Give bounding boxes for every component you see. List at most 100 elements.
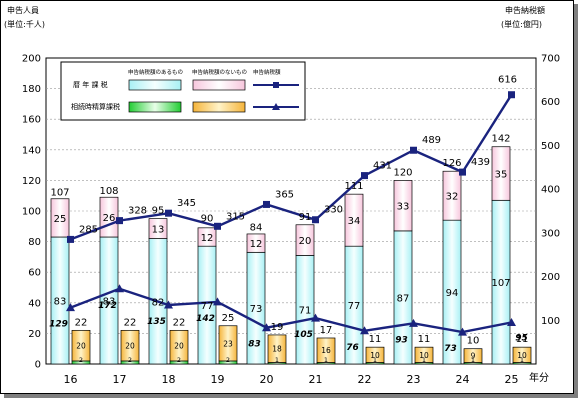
label-settlement-total: 11 [516, 334, 529, 345]
label-calendar-total: 90 [201, 213, 214, 224]
x-axis: 16 17 18 19 20 21 22 23 24 25 [64, 373, 519, 386]
label-calendar-tax-amount: 489 [422, 135, 441, 146]
label-calendar-total: 107 [50, 187, 69, 198]
left-tick-label: 100 [22, 207, 41, 218]
right-tick-label: 100 [541, 316, 560, 327]
label-calendar-tax-amount: 616 [498, 75, 517, 86]
label-settlement-without-tax: 10 [370, 351, 380, 360]
legend: 申告納税額のあるもの 申告納税額のないもの 申告納税額 暦 年 課 税 相続時精… [60, 61, 306, 121]
label-settlement-with-tax: 1 [471, 356, 475, 364]
label-settlement-with-tax: 2 [79, 356, 83, 364]
label-calendar-with-tax: 83 [54, 297, 67, 308]
label-calendar-with-tax: 71 [299, 306, 312, 317]
bar-calendar-without-tax [148, 218, 168, 239]
right-tick-label: 200 [541, 272, 560, 283]
label-settlement-without-tax: 18 [272, 345, 282, 354]
left-axis-unit: (単位:千人) [4, 19, 45, 29]
label-settlement-with-tax: 2 [177, 356, 181, 364]
point-calendar-tax-amount [116, 217, 123, 225]
bar-calendar-without-tax [393, 180, 413, 232]
label-calendar-without-tax: 12 [250, 239, 263, 250]
legend-col2: 申告納税額のないもの [192, 68, 247, 76]
bar-calendar-without-tax [442, 170, 462, 221]
right-tick-label: 400 [541, 185, 560, 196]
label-settlement-total: 22 [173, 317, 186, 328]
point-calendar-tax-amount [165, 209, 172, 217]
label-settlement-total: 11 [369, 334, 382, 345]
label-settlement-tax-amount: 95 [515, 333, 528, 343]
legend-swatch-calendar-with [128, 79, 182, 91]
bar-settlement-without-tax [463, 348, 483, 363]
point-settlement-tax-amount [458, 327, 467, 336]
legend-marker-settlement [272, 103, 280, 110]
label-calendar-with-tax: 83 [103, 297, 116, 308]
label-settlement-with-tax: 1 [324, 356, 328, 364]
label-settlement-without-tax: 9 [471, 352, 476, 361]
bar-settlement-without-tax [365, 346, 385, 363]
legend-swatch-settlement-with [128, 101, 182, 113]
legend-swatch-calendar-without [192, 79, 246, 91]
label-calendar-total: 91 [299, 212, 312, 223]
label-calendar-total: 108 [99, 186, 118, 197]
line-settlement-tax-amount [70, 287, 512, 334]
label-settlement-total: 11 [418, 334, 431, 345]
label-settlement-with-tax: 2 [128, 356, 132, 364]
right-tick-label: 300 [541, 228, 560, 239]
label-calendar-without-tax: 25 [54, 214, 67, 225]
label-calendar-tax-amount: 330 [324, 205, 343, 216]
label-settlement-tax-amount: 135 [147, 317, 166, 327]
legend-row2-label: 相続時精算課税 [71, 102, 120, 111]
label-calendar-total: 84 [250, 222, 263, 233]
label-calendar-with-tax: 107 [491, 278, 510, 289]
bar-calendar-without-tax [246, 233, 266, 253]
bar-calendar-without-tax [50, 198, 70, 238]
label-calendar-with-tax: 94 [446, 288, 459, 299]
label-calendar-without-tax: 32 [446, 192, 459, 203]
label-settlement-with-tax: 1 [275, 356, 279, 364]
legend-col3: 申告納税額 [253, 68, 281, 76]
right-axis: 100 200 300 400 500 600 700 [541, 54, 560, 327]
bar-calendar-without-tax [295, 224, 315, 256]
label-settlement-total: 22 [124, 317, 137, 328]
lines [66, 91, 516, 336]
x-tick-label: 25 [505, 373, 519, 386]
bar-settlement-without-tax [218, 325, 238, 362]
chart: 申告人員 (単位:千人) 申告納税額 (単位:億円) 0204060801001… [4, 5, 560, 386]
label-calendar-with-tax: 77 [348, 301, 361, 312]
label-calendar-without-tax: 26 [103, 213, 116, 224]
label-calendar-with-tax: 77 [201, 301, 214, 312]
label-settlement-tax-amount: 172 [98, 301, 117, 311]
right-tick-label: 700 [541, 54, 560, 65]
x-tick-label: 19 [211, 373, 225, 386]
left-axis-title: 申告人員 [7, 5, 39, 15]
legend-marker-calendar [273, 82, 279, 88]
bar-calendar-without-tax [197, 227, 217, 247]
label-settlement-tax-amount: 83 [248, 340, 261, 350]
bar-settlement-without-tax [71, 329, 91, 362]
label-settlement-total: 22 [75, 317, 88, 328]
label-calendar-without-tax: 13 [152, 225, 165, 236]
label-settlement-without-tax: 16 [321, 346, 331, 355]
label-calendar-tax-amount: 328 [128, 206, 147, 217]
point-calendar-tax-amount [361, 172, 368, 180]
label-settlement-tax-amount: 129 [49, 320, 68, 330]
point-settlement-tax-amount [115, 284, 124, 293]
bars [50, 146, 532, 365]
left-tick-label: 60 [28, 268, 41, 279]
x-tick-label: 16 [64, 373, 78, 386]
point-settlement-tax-amount [262, 323, 271, 332]
label-settlement-with-tax: 1 [422, 356, 426, 364]
label-settlement-tax-amount: 76 [346, 343, 359, 353]
legend-col1: 申告納税額のあるもの [128, 68, 183, 76]
x-tick-label: 21 [309, 373, 323, 386]
left-tick-label: 200 [22, 54, 41, 65]
legend-row1-label: 暦 年 課 税 [73, 80, 108, 89]
label-settlement-tax-amount: 142 [196, 314, 215, 324]
left-tick-label: 140 [22, 145, 41, 156]
point-settlement-tax-amount [507, 317, 516, 326]
point-calendar-tax-amount [410, 146, 417, 154]
left-tick-label: 20 [28, 329, 41, 340]
label-calendar-total: 126 [442, 158, 461, 169]
legend-box [60, 61, 306, 121]
label-calendar-with-tax: 73 [250, 304, 263, 315]
